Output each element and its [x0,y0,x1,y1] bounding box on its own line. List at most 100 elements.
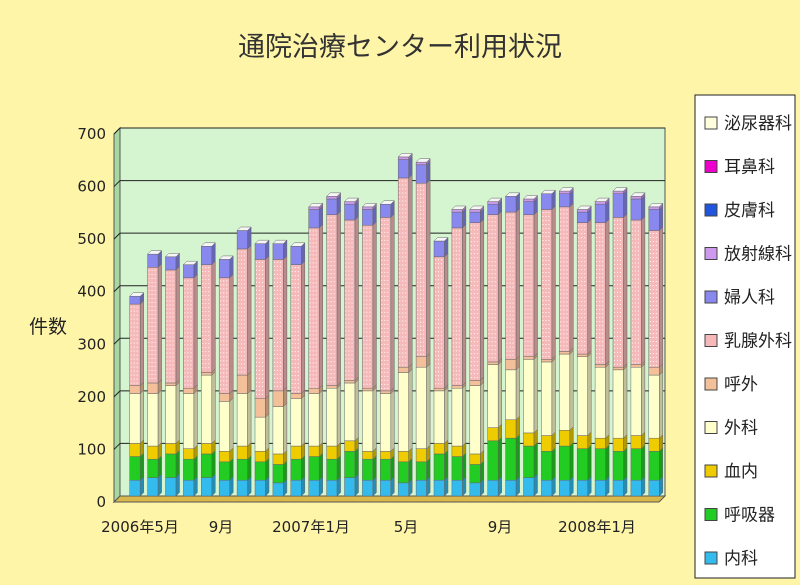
bar-face [308,209,320,229]
bar-segment [433,252,449,389]
gridline-side [113,337,121,345]
bar-face [648,366,660,376]
bar-face [272,243,284,260]
bar-side [390,213,395,392]
bar-side [211,449,216,479]
bar-face [326,387,338,447]
bar-segment [487,436,502,481]
bar-face [201,374,213,444]
gridline-side [113,285,121,293]
bar-top [164,253,181,258]
bar-side [480,381,485,455]
bar-face [344,382,356,442]
bar-top [308,203,324,208]
bar-face [559,193,571,208]
bar-segment [326,192,341,200]
bar-side [372,221,377,389]
bar-top [200,242,216,247]
bar-face [648,437,660,452]
bar-face [326,479,338,497]
bar-segment [523,355,538,434]
bar-side [283,255,288,392]
bar-face [290,479,302,497]
bar-segment [218,273,234,395]
bar-side [372,455,377,481]
bar-segment [505,365,520,421]
bar-face [236,230,248,250]
bar-side [551,447,556,481]
bar-face [469,464,481,484]
x-tick-label: 2007年1月 [272,518,350,536]
legend-swatch [704,551,718,565]
bar-side [426,363,431,450]
bar-side [301,394,306,447]
bar-segment [326,210,341,387]
bar-side [139,300,144,387]
plot-area: 0 100 200 300 400 500 600 700 2006年5月 9月 2007年1月 5月… [77,125,667,536]
bar-side [515,434,520,481]
bar-face [344,201,356,205]
bar-face [272,390,284,407]
bar-face [165,443,177,455]
bar-face [362,479,374,497]
bar-side [193,273,198,389]
bar-face [236,479,248,497]
x-tick-label: 9月 [488,518,513,536]
legend-label: 耳鼻科 [724,158,775,178]
bar-face [362,458,374,481]
bar-segment [147,389,162,447]
bar-face [397,159,409,179]
bar-face [254,461,266,481]
bar-face [380,393,392,452]
bar-face [433,443,445,455]
bar-side [157,263,162,384]
bar-segment [541,355,556,363]
bar-segment [576,444,592,481]
bar-face [612,479,624,497]
bar-segment [218,447,234,463]
bar-segment [129,389,144,445]
bar-side [641,444,646,481]
bar-face [254,451,266,463]
bar-face [129,303,141,386]
bar-face [147,267,159,384]
bar-segment [272,255,288,392]
bar-face [648,479,660,497]
bar-side [193,455,198,481]
bar-side [623,213,628,368]
bar-face [630,435,642,449]
bar-segment [362,447,377,460]
bar-side [587,218,592,355]
bar-top [379,200,395,205]
bar-segment [612,213,628,368]
bar-face [541,359,553,363]
bar-face [612,451,624,481]
bar-side [354,378,359,442]
bar-top [397,153,413,158]
bar-segment [344,447,359,479]
bar-face [308,206,320,210]
bar-face [541,435,553,452]
bar-top [290,242,306,247]
bar-segment [469,381,485,455]
bar-segment [451,452,467,481]
bar-face [433,387,445,392]
bar-top [451,205,467,210]
bar-face [594,203,606,223]
legend-swatch [704,160,718,173]
bar-face [326,445,338,460]
bar-face [344,440,356,452]
bar-segment [308,223,323,389]
bar-segment [630,192,646,200]
plot-floor [112,495,667,503]
bar-face [576,448,588,481]
bar-segment [362,221,377,389]
y-tick-label: 700 [77,125,106,143]
bar-side [265,413,270,452]
bar-side [462,223,467,387]
bar-face [254,416,266,452]
legend-label: 泌尿器科 [724,114,792,134]
bar-face [201,477,213,497]
bar-segment [308,452,323,481]
